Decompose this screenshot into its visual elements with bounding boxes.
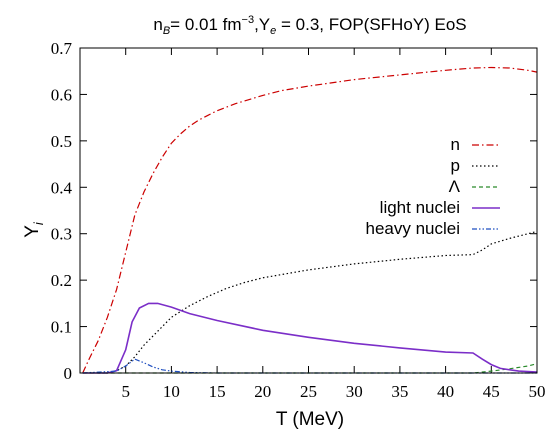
x-tick-label: 35 xyxy=(391,382,408,401)
plot-frame xyxy=(79,47,538,374)
y-tick-label: 0.2 xyxy=(51,271,72,290)
legend-label-n: n xyxy=(451,135,460,154)
x-tick-label: 10 xyxy=(163,382,180,401)
y-axis-label-sub: i xyxy=(31,221,46,225)
y-tick-label: 0.6 xyxy=(51,85,72,104)
y-axis-label: Yi xyxy=(22,221,46,238)
y-tick-label: 0.5 xyxy=(51,132,72,151)
legend-label-p: p xyxy=(451,156,460,175)
legend-label-light-nuclei: light nuclei xyxy=(380,198,460,217)
title-part-n: n xyxy=(153,15,162,34)
y-tick-label: 0.4 xyxy=(51,178,73,197)
x-tick-label: 15 xyxy=(209,382,226,401)
x-tick-label: 5 xyxy=(121,382,130,401)
y-tick-label: 0 xyxy=(64,364,73,383)
x-tick-label: 40 xyxy=(437,382,454,401)
series-group xyxy=(82,66,538,374)
y-tick-label: 0.7 xyxy=(51,39,73,58)
x-tick-label: 50 xyxy=(529,382,546,401)
legend-label-heavy-nuclei: heavy nuclei xyxy=(365,219,460,238)
title-part-mid1: = 0.01 fm xyxy=(170,15,241,34)
title-part-mid2: ,Y xyxy=(254,15,270,34)
series-line-n xyxy=(82,66,538,374)
x-tick-label: 45 xyxy=(483,382,500,401)
y-tick-label: 0.3 xyxy=(51,225,72,244)
series-line-p xyxy=(98,230,538,374)
legend-label-λ: Λ xyxy=(449,177,461,196)
series-line-λ xyxy=(82,363,538,374)
x-tick-label: 30 xyxy=(346,382,363,401)
x-tick-label: 25 xyxy=(300,382,317,401)
x-tick-label: 20 xyxy=(254,382,271,401)
x-axis-label: T (MeV) xyxy=(276,409,344,430)
axis-ticks-group: 0 0.1 0.2 0.3 0.4 0.5 0.6 0.7 5 10 15 20 25 30 35 40 45 5… xyxy=(51,39,546,401)
y-tick-label: 0.1 xyxy=(51,318,72,337)
chart-title: nB= 0.01 fm−3,Ye = 0.3, FOP(SFHoY) EoS xyxy=(153,14,466,37)
series-line-heavy-nuclei xyxy=(82,358,537,374)
title-part-b-sub: B xyxy=(163,25,170,37)
title-part-sup: −3 xyxy=(242,14,255,26)
title-part-e-sub: e xyxy=(270,25,276,37)
title-part-mid3: = 0.3, FOP(SFHoY) EoS xyxy=(276,15,466,34)
y-axis-label-main: Y xyxy=(22,225,43,238)
series-line-light-nuclei xyxy=(82,302,538,374)
